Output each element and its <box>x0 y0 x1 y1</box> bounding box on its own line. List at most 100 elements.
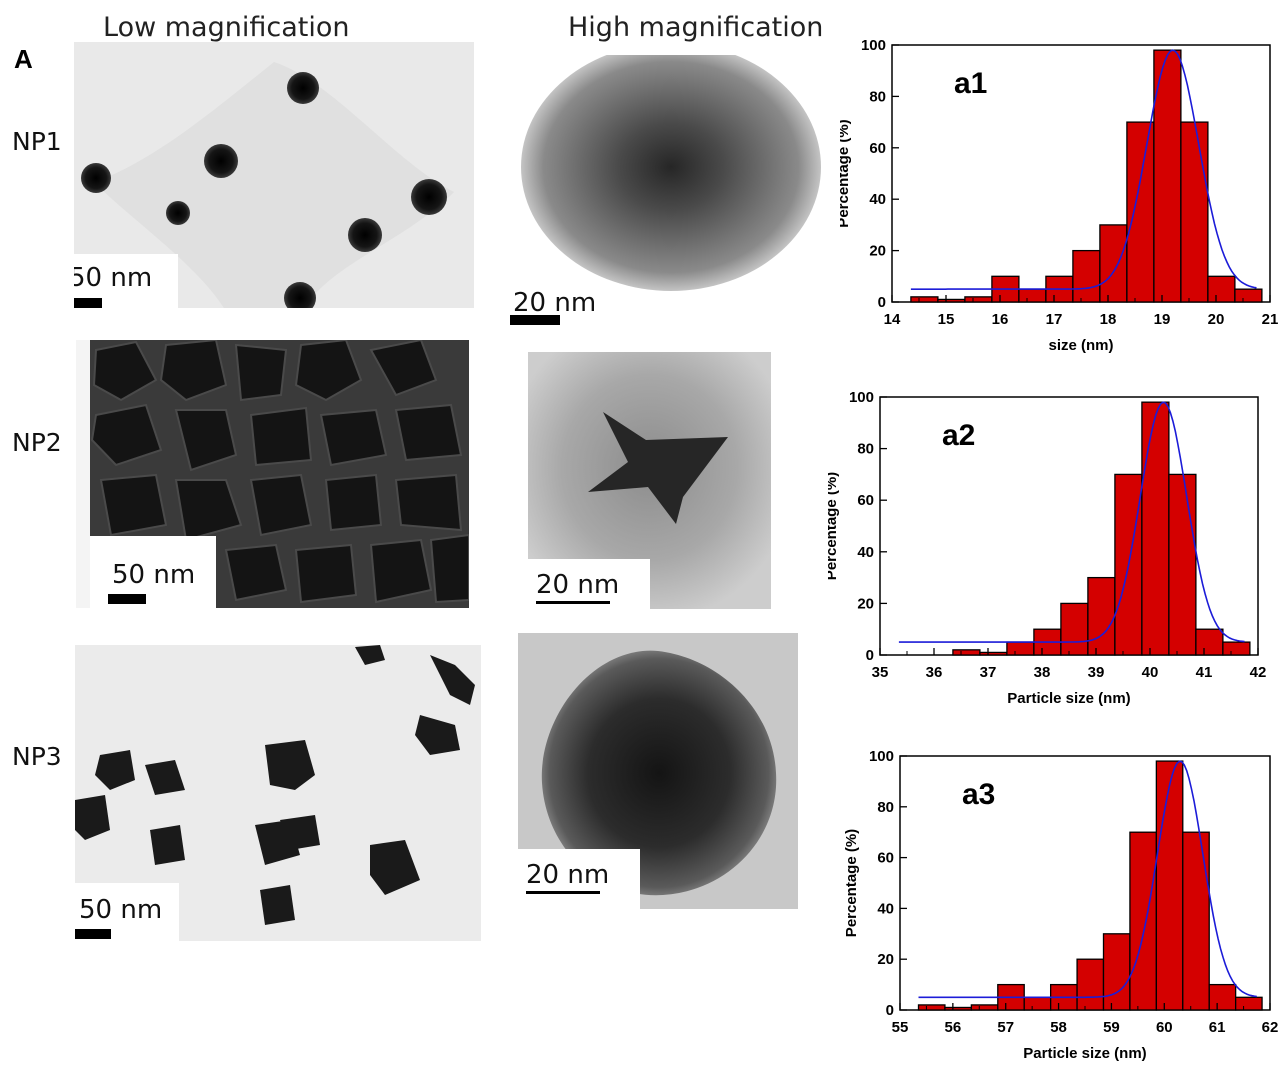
tem-image-np1-high: 20 nm <box>505 55 850 325</box>
chart-a3-bar <box>970 1004 999 1011</box>
scale-label-np2-low: 50 nm <box>112 560 196 590</box>
chart-a1-x-tick-label: 21 <box>1262 311 1279 328</box>
chart-a2-x-tick-label: 37 <box>980 664 997 681</box>
chart-a1-x-axis-label: size (nm) <box>1048 337 1113 354</box>
chart-a3-x-tick-label: 61 <box>1209 1019 1226 1036</box>
scale-bar <box>526 891 600 894</box>
chart-a2-bar <box>1087 576 1116 656</box>
chart-a3-bar <box>1076 958 1105 1011</box>
row-label-np2: NP2 <box>12 428 62 457</box>
chart-a2-bar <box>1168 473 1197 656</box>
chart-a3-x-tick-label: 60 <box>1156 1019 1173 1036</box>
chart-a3-bar <box>917 1004 946 1011</box>
chart-a1-bar <box>910 296 939 303</box>
chart-a3-x-tick-label: 55 <box>892 1019 909 1036</box>
chart-a1-y-tick-label: 100 <box>861 37 886 54</box>
chart-a1-panel-title: a1 <box>954 67 987 100</box>
chart-a1-x-tick-label: 19 <box>1154 311 1171 328</box>
chart-a3-bar <box>1208 983 1237 1011</box>
chart-a1-bar <box>1072 249 1101 303</box>
chart-a3-bar <box>1155 760 1184 1011</box>
chart-a1-x-tick-label: 18 <box>1100 311 1117 328</box>
chart-a1-bar <box>1018 288 1047 303</box>
chart-a1-x-tick-label: 20 <box>1208 311 1225 328</box>
scale-label-np1-high: 20 nm <box>513 288 597 318</box>
chart-a1-x-tick-label: 17 <box>1046 311 1063 328</box>
chart-a2-bar <box>1060 602 1089 656</box>
histogram-chart-a3: 55 56 57 58 59 60 61 62 0 20 40 60 80 100 Particle siz… <box>843 748 1279 1062</box>
chart-a3-x-axis-label: Particle size (nm) <box>1023 1045 1146 1062</box>
chart-a3-x-tick-label: 59 <box>1103 1019 1120 1036</box>
chart-a2-bar <box>1222 641 1251 656</box>
chart-a2-x-tick-label: 40 <box>1142 664 1159 681</box>
chart-a1-bar <box>1207 275 1236 303</box>
chart-a3-y-tick-label: 100 <box>869 748 894 765</box>
row-label-np1: NP1 <box>12 127 62 156</box>
chart-a3-y-tick-label: 60 <box>877 850 894 867</box>
tem-image-np2-high: 20 nm <box>528 352 771 609</box>
chart-a1-y-tick-label: 20 <box>869 243 886 260</box>
chart-a2-x-tick-label: 36 <box>926 664 943 681</box>
chart-a2-y-tick-label: 40 <box>857 544 874 561</box>
scale-bar <box>536 601 610 604</box>
chart-a1-x-tick-label: 14 <box>884 311 901 328</box>
chart-a1-bar <box>1126 121 1155 303</box>
chart-a3-y-tick-label: 40 <box>877 900 894 917</box>
histogram-chart-a1: 14 15 16 17 18 19 20 21 0 20 40 60 80 100 size (nm) Per… <box>840 37 1279 354</box>
chart-a3-y-tick-label: 20 <box>877 951 894 968</box>
chart-a2-x-tick-label: 39 <box>1088 664 1105 681</box>
scale-bar <box>75 929 111 939</box>
tem-np1-high-svg <box>505 55 850 325</box>
chart-a3-bar <box>1102 933 1131 1011</box>
chart-a2-bar <box>952 649 981 656</box>
tem-image-np3-low: 50 nm <box>75 645 481 941</box>
chart-a3-y-tick-label: 80 <box>877 799 894 816</box>
high-magnification-header: High magnification <box>568 12 824 43</box>
chart-a1-fit-curve <box>910 49 1257 290</box>
chart-a1-bar <box>1153 49 1182 303</box>
chart-a2-bar <box>979 651 1008 656</box>
scale-label-np3-high: 20 nm <box>526 860 610 890</box>
chart-a2-y-tick-label: 60 <box>857 492 874 509</box>
chart-a2-x-axis-label: Particle size (nm) <box>1007 690 1130 707</box>
chart-a1-y-tick-label: 80 <box>869 88 886 105</box>
scale-bar <box>510 315 560 325</box>
chart-a1-y-axis-label: Percentage (%) <box>840 119 852 227</box>
chart-a3-x-tick-label: 56 <box>945 1019 962 1036</box>
chart-a3-bar <box>1234 996 1263 1011</box>
chart-a3-bar <box>944 1006 973 1011</box>
chart-a2-bar <box>1006 641 1035 656</box>
chart-a2-bar <box>1141 401 1170 656</box>
chart-a1-y-tick-label: 60 <box>869 140 886 157</box>
tem-image-np1-low: 50 nm <box>74 42 474 308</box>
chart-a2-fit-curve <box>898 401 1245 643</box>
chart-a1-x-tick-label: 16 <box>992 311 1009 328</box>
chart-a3-x-tick-label: 58 <box>1050 1019 1067 1036</box>
chart-a2-x-tick-label: 42 <box>1250 664 1267 681</box>
chart-a2-y-tick-label: 80 <box>857 441 874 458</box>
chart-a3-x-tick-label: 57 <box>997 1019 1014 1036</box>
chart-a1-x-tick-label: 15 <box>938 311 955 328</box>
chart-a3-x-tick-label: 62 <box>1262 1019 1279 1036</box>
chart-a3-bar <box>1023 996 1052 1011</box>
chart-a2-y-tick-label: 100 <box>849 389 874 406</box>
tem-image-np3-high: 20 nm <box>518 633 798 909</box>
tem-image-np2-low: 50 nm <box>76 340 469 608</box>
chart-a1-bar <box>1234 288 1263 303</box>
chart-a1-bar <box>1099 224 1128 303</box>
chart-a2-bar <box>1195 628 1224 656</box>
chart-a2-panel-title: a2 <box>942 419 975 452</box>
scale-box <box>518 849 640 909</box>
chart-a3-panel-title: a3 <box>962 778 995 811</box>
chart-a3-fit-curve <box>918 760 1257 999</box>
chart-a3-y-tick-label: 0 <box>886 1002 894 1019</box>
chart-a1-bar <box>964 296 993 303</box>
chart-a3-y-axis-label: Percentage (%) <box>843 829 860 937</box>
scale-bar <box>108 594 146 604</box>
chart-a1-bar <box>1180 121 1209 303</box>
chart-a2-y-tick-label: 20 <box>857 595 874 612</box>
row-label-np3: NP3 <box>12 742 62 771</box>
chart-a1-bar <box>937 298 966 303</box>
chart-a1-y-tick-label: 40 <box>869 191 886 208</box>
chart-a2-x-tick-label: 38 <box>1034 664 1051 681</box>
